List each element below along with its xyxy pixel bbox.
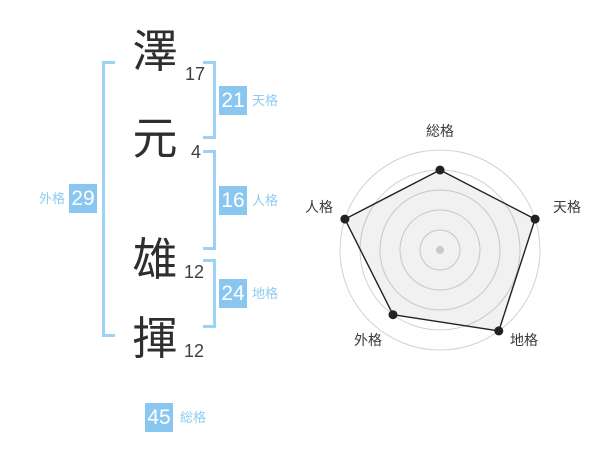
radar-grid-circle bbox=[339, 149, 541, 351]
chikaku-bracket bbox=[203, 259, 216, 328]
tenkaku-label: 天格 bbox=[252, 93, 279, 108]
radar-vertex-dot bbox=[388, 310, 398, 320]
chikaku-label: 地格 bbox=[252, 286, 279, 301]
gaikaku-label: 外格 bbox=[39, 191, 66, 206]
name-char-1: 澤 bbox=[132, 26, 178, 77]
name-char-3: 雄 bbox=[132, 234, 178, 285]
radar-vertex-dot bbox=[340, 214, 350, 224]
soukaku-value-box: 45 bbox=[145, 403, 173, 432]
radar-axis-label: 地格 bbox=[510, 332, 538, 348]
radar-grid-circle bbox=[419, 229, 461, 271]
radar-axis-label: 総格 bbox=[426, 123, 454, 139]
radar-axis-label: 人格 bbox=[305, 199, 333, 215]
name-char-4: 揮 bbox=[132, 313, 178, 364]
tenkaku-bracket bbox=[203, 61, 216, 139]
name-char-2: 元 bbox=[132, 113, 178, 164]
radar-center-dot bbox=[436, 246, 444, 254]
gaikaku-bracket bbox=[102, 61, 115, 337]
radar-grid-circle bbox=[379, 189, 501, 311]
radar-grid-circle bbox=[399, 209, 481, 291]
stroke-count-2: 4 bbox=[191, 142, 202, 162]
jinkaku-bracket bbox=[203, 150, 216, 250]
radar-axis-label: 天格 bbox=[553, 199, 581, 215]
jinkaku-value-box: 16 bbox=[219, 186, 247, 215]
chikaku-value-box: 24 bbox=[219, 279, 247, 308]
stroke-count-1: 17 bbox=[185, 64, 206, 84]
stroke-count-3: 12 bbox=[184, 262, 205, 282]
stroke-count-4: 12 bbox=[184, 341, 205, 361]
gaikaku-value-box: 29 bbox=[69, 184, 97, 213]
radar-vertex-dot bbox=[530, 214, 540, 224]
soukaku-label: 総格 bbox=[180, 410, 207, 425]
jinkaku-label: 人格 bbox=[252, 193, 279, 208]
radar-vertex-dot bbox=[494, 326, 504, 336]
tenkaku-value-box: 21 bbox=[219, 86, 247, 115]
radar-vertex-dot bbox=[435, 165, 445, 175]
radar-axis-label: 外格 bbox=[354, 332, 382, 348]
